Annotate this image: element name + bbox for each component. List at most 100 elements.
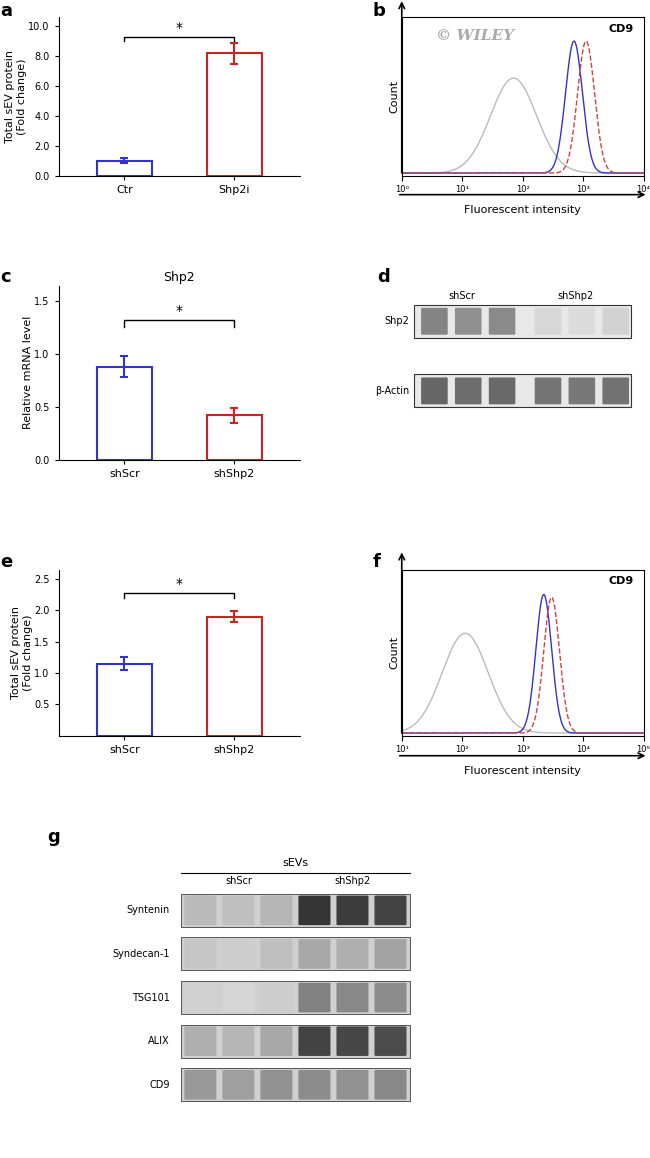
Bar [181, 1068, 410, 1101]
Blank [510, 71, 517, 85]
FancyBboxPatch shape [222, 983, 254, 1012]
shShp2 [548, 591, 556, 604]
Bar [181, 981, 410, 1014]
Shp2i [582, 35, 590, 49]
FancyBboxPatch shape [261, 1026, 292, 1056]
Text: d: d [378, 269, 391, 286]
FancyBboxPatch shape [337, 895, 369, 925]
Text: TSG101: TSG101 [132, 992, 170, 1003]
FancyBboxPatch shape [298, 1026, 330, 1056]
Text: shScr: shScr [448, 291, 476, 301]
shScr [642, 726, 650, 740]
FancyBboxPatch shape [337, 1026, 369, 1056]
Bar [181, 1025, 410, 1057]
Blank [386, 166, 394, 179]
shShp2 [582, 726, 590, 740]
FancyBboxPatch shape [374, 1070, 406, 1100]
Blank [642, 726, 650, 740]
X-axis label: Fluorescent intensity: Fluorescent intensity [464, 205, 581, 215]
shScr [484, 726, 492, 740]
Text: b: b [372, 1, 385, 20]
shScr [642, 726, 650, 740]
Bar [414, 374, 631, 408]
FancyBboxPatch shape [489, 378, 515, 404]
Line: Blank: Blank [330, 633, 650, 733]
Bar [207, 53, 262, 176]
shScr [540, 587, 548, 601]
FancyBboxPatch shape [337, 983, 369, 1012]
Line: Shp2i: Shp2i [390, 42, 650, 173]
FancyBboxPatch shape [535, 378, 562, 404]
FancyBboxPatch shape [298, 939, 330, 969]
Text: sEVs: sEVs [282, 858, 309, 867]
Blank [582, 726, 590, 740]
shShp2 [342, 726, 350, 740]
FancyBboxPatch shape [603, 308, 629, 335]
Blank [545, 137, 552, 151]
Text: Syndecan-1: Syndecan-1 [112, 948, 170, 959]
FancyBboxPatch shape [603, 378, 629, 404]
Blank [476, 644, 484, 658]
shScr [582, 726, 590, 740]
Bar [97, 367, 152, 460]
Text: *: * [176, 21, 183, 35]
Text: CD9: CD9 [149, 1079, 170, 1090]
Text: Shp2: Shp2 [384, 316, 409, 327]
Shp2i [545, 166, 552, 179]
Shp2i [643, 166, 650, 179]
FancyBboxPatch shape [185, 983, 216, 1012]
Bar [181, 894, 410, 926]
Text: f: f [372, 554, 381, 571]
FancyBboxPatch shape [337, 1070, 369, 1100]
FancyBboxPatch shape [185, 939, 216, 969]
FancyBboxPatch shape [261, 983, 292, 1012]
FancyBboxPatch shape [535, 308, 562, 335]
Bar [414, 305, 631, 338]
Bar [97, 161, 152, 176]
Text: a: a [1, 1, 12, 20]
FancyBboxPatch shape [421, 378, 448, 404]
Y-axis label: Total sEV protein
(Fold change): Total sEV protein (Fold change) [5, 50, 27, 142]
Text: *: * [176, 305, 183, 318]
Shp2i [536, 166, 543, 179]
FancyBboxPatch shape [261, 895, 292, 925]
Ctr [402, 166, 410, 179]
FancyBboxPatch shape [569, 308, 595, 335]
FancyBboxPatch shape [222, 1026, 254, 1056]
shShp2 [642, 726, 650, 740]
Text: shShp2: shShp2 [334, 875, 370, 886]
Shp2i [402, 166, 410, 179]
shScr [342, 726, 350, 740]
Bar [97, 664, 152, 735]
Text: Syntenin: Syntenin [126, 906, 170, 915]
FancyBboxPatch shape [337, 939, 369, 969]
shShp2 [484, 726, 492, 740]
Blank [342, 726, 350, 740]
Title: Shp2: Shp2 [164, 271, 195, 285]
Ctr [386, 166, 394, 179]
FancyBboxPatch shape [374, 939, 406, 969]
Text: ALIX: ALIX [148, 1036, 170, 1046]
FancyBboxPatch shape [222, 895, 254, 925]
Bar [181, 938, 410, 970]
Ctr [536, 166, 543, 179]
Text: c: c [1, 269, 11, 286]
FancyBboxPatch shape [185, 1070, 216, 1100]
Y-axis label: Count: Count [389, 80, 399, 113]
FancyBboxPatch shape [222, 1070, 254, 1100]
FancyBboxPatch shape [421, 308, 448, 335]
Text: shScr: shScr [225, 875, 252, 886]
FancyBboxPatch shape [374, 983, 406, 1012]
Text: © WILEY: © WILEY [436, 29, 514, 43]
Bar [207, 416, 262, 460]
FancyBboxPatch shape [185, 1026, 216, 1056]
Text: CD9: CD9 [608, 577, 634, 586]
shScr [326, 726, 333, 740]
FancyBboxPatch shape [222, 939, 254, 969]
Y-axis label: Total sEV protein
(Fold change): Total sEV protein (Fold change) [11, 606, 32, 699]
FancyBboxPatch shape [455, 308, 482, 335]
Y-axis label: Relative mRNA level: Relative mRNA level [23, 316, 32, 430]
FancyBboxPatch shape [261, 939, 292, 969]
Blank [643, 166, 650, 179]
X-axis label: Fluorescent intensity: Fluorescent intensity [464, 765, 581, 776]
